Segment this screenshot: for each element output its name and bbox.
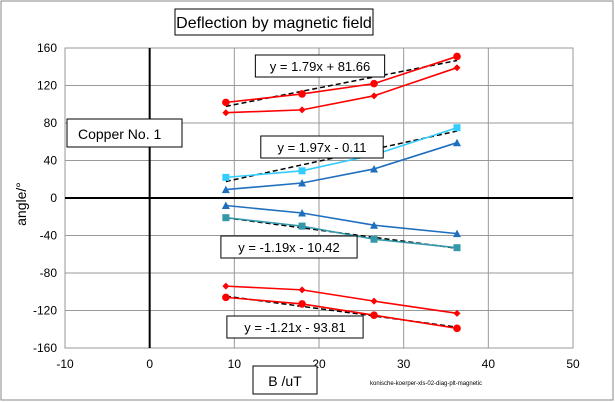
data-point xyxy=(453,229,462,238)
data-point xyxy=(453,124,461,132)
data-point xyxy=(370,221,379,229)
trendline-equation: y = -1.21x - 93.81 xyxy=(244,320,346,335)
x-tick-label: -10 xyxy=(56,357,74,371)
y-tick-label: 0 xyxy=(50,191,57,205)
series-line xyxy=(225,141,458,191)
series-line xyxy=(225,216,458,249)
x-axis-label: B /uT xyxy=(268,373,302,389)
equation-box xyxy=(226,315,364,339)
y-tick-label: -120 xyxy=(33,304,57,318)
data-point xyxy=(298,300,306,308)
x-tick-label: 0 xyxy=(146,357,153,371)
data-point xyxy=(453,324,461,333)
data-point xyxy=(222,282,230,290)
data-point xyxy=(453,64,461,72)
data-series xyxy=(221,52,462,333)
data-point xyxy=(298,90,306,98)
x-tick-label: 40 xyxy=(482,357,496,371)
trendline-equation: y = 1.97x - 0.11 xyxy=(277,140,366,155)
x-tick-label: 50 xyxy=(566,357,580,371)
series-line xyxy=(225,296,458,330)
y-tick-label: -80 xyxy=(40,266,58,280)
data-point xyxy=(370,297,378,305)
data-point xyxy=(222,293,230,302)
series-line xyxy=(225,204,458,235)
data-point xyxy=(370,164,379,173)
x-tick-label: 30 xyxy=(397,357,411,371)
data-point xyxy=(298,209,307,217)
data-point xyxy=(222,214,230,222)
annotation-text: Copper No. 1 xyxy=(78,126,161,142)
trendline xyxy=(225,59,458,108)
data-point xyxy=(298,179,307,187)
data-point xyxy=(453,244,461,252)
series-line xyxy=(225,55,458,104)
y-tick-label: 120 xyxy=(37,79,57,93)
data-point xyxy=(453,309,461,317)
data-point xyxy=(370,311,378,319)
annotation-box xyxy=(66,118,183,148)
title-box xyxy=(174,8,374,36)
y-tick-label: -40 xyxy=(40,229,58,243)
y-axis-label: angle/° xyxy=(13,182,29,226)
data-point xyxy=(298,167,306,175)
axes xyxy=(65,48,573,348)
y-tick-label: 160 xyxy=(37,41,57,55)
equation-box xyxy=(254,54,386,78)
footnote: konische-koerper-xls-02-diag-plt-magneti… xyxy=(370,381,482,387)
data-point xyxy=(370,79,378,88)
data-point xyxy=(298,286,306,294)
data-point xyxy=(298,222,306,230)
series-line xyxy=(225,66,458,114)
equation-box xyxy=(260,135,384,159)
data-point xyxy=(221,201,230,209)
trendline-equations: y = 1.79x + 81.66 y = 1.97x - 0.11 y = -1.… xyxy=(220,54,386,339)
data-point xyxy=(370,235,378,243)
chart-title: Deflection by magnetic field xyxy=(176,15,372,32)
x-axis-label-box xyxy=(252,365,318,395)
trendline-equation: y = -1.19x - 10.42 xyxy=(238,240,340,255)
y-tick-label: 80 xyxy=(44,116,58,130)
equation-box xyxy=(220,235,358,259)
data-point xyxy=(453,138,462,147)
series-line xyxy=(225,285,458,315)
series-line xyxy=(225,126,458,179)
y-tick-label: 40 xyxy=(44,154,58,168)
data-point xyxy=(222,109,230,117)
data-point xyxy=(370,92,378,100)
data-point xyxy=(222,173,230,181)
trendline-equation: y = 1.79x + 81.66 xyxy=(270,59,370,74)
data-point xyxy=(222,98,230,107)
data-point xyxy=(221,185,230,194)
x-tick-label: 10 xyxy=(228,357,242,371)
y-tick-label: -160 xyxy=(33,341,57,355)
data-point xyxy=(453,52,461,61)
data-point xyxy=(298,106,306,114)
